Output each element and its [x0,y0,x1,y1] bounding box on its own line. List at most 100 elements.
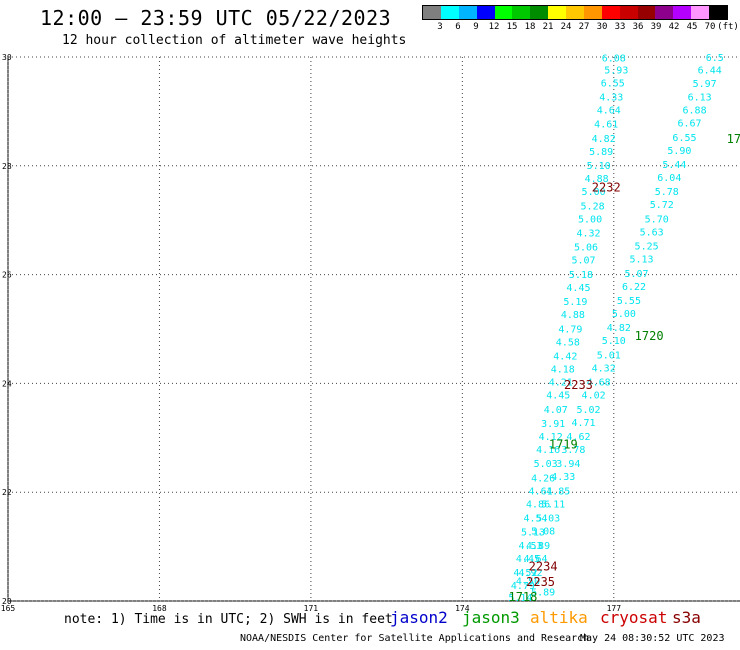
wave-height-label: 5.02 [577,405,601,416]
wave-height-label: 5.03 [536,514,560,525]
color-scale-label: 70 [704,22,716,32]
wave-height-label: 5.55 [617,296,641,307]
wave-height-label: 5.03 [534,459,558,470]
wave-height-label: 4.50 [516,577,540,588]
wave-height-label: 4.64 [597,106,621,117]
time-label: 2234 [529,560,558,574]
wave-height-label: 4.07 [544,405,568,416]
color-scale-cell [548,6,566,19]
wave-height-label: 5.70 [645,214,669,225]
wave-height-label: 4.21 [549,378,573,389]
time-label: 2233 [564,378,593,392]
wave-height-label: 4.88 [561,310,585,321]
footer-timestamp: May 24 08:30:52 UTC 2023 [580,633,725,644]
wave-height-label: 3.94 [556,459,580,470]
wave-height-label: 5.28 [581,201,605,212]
wave-height-label: 4.32 [592,363,616,374]
chart-subtitle: 12 hour collection of altimeter wave hei… [62,33,407,48]
color-scale-label: 30 [596,22,608,32]
wave-height-label: 6.55 [601,78,625,89]
color-scale-label: 45 [686,22,698,32]
wave-height-label: 5.00 [612,309,636,320]
wave-height-label: 5.00 [578,214,602,225]
color-scale-label: 6 [455,22,461,32]
color-scale-label: 39 [650,22,662,32]
color-scale-cell [691,6,709,19]
color-scale-label: 15 [506,22,518,32]
wave-height-label: 6.55 [672,133,696,144]
color-scale-label: 36 [632,22,644,32]
wave-height-label: 4.54 [523,514,547,525]
wave-height-label: 4.02 [582,391,606,402]
wave-height-label: 6.13 [688,93,712,104]
y-tick-label: 28 [2,162,12,171]
wave-height-label: 5.00 [582,187,606,198]
color-scale-label: 33 [614,22,626,32]
color-scale-label: (ft) [717,22,739,32]
wave-height-label: 5.14 [508,593,532,604]
wave-height-label: 4.12 [539,432,563,443]
y-tick-label: 30 [2,53,12,62]
wave-height-label: 4.33 [599,93,623,104]
color-scale-cell [476,6,495,19]
color-scale-cell [673,6,692,19]
legend-note: note: 1) Time is in UTC; 2) SWH is in fe… [64,612,393,627]
wave-height-label: 5.11 [541,499,565,510]
wave-height-label: 4.79 [511,581,535,592]
color-scale-cell [530,6,549,19]
x-tick-label: 165 [1,604,16,613]
wave-height-label: 5.07 [571,256,595,267]
wave-height-label: 5.78 [655,187,679,198]
color-scale-label: 27 [578,22,590,32]
x-tick-label: 171 [304,604,319,613]
wave-height-label: 4.64 [523,554,547,565]
wave-height-label: 5.01 [597,350,621,361]
color-scale-cell [619,6,638,19]
wave-height-label: 6.04 [657,173,681,184]
wave-height-label: 4.45 [516,554,540,565]
time-label: 172 [727,132,740,146]
wave-height-label: 5.13 [521,528,545,539]
legend-s3a: s3a [672,608,701,627]
wave-height-label: 6.08 [602,53,626,64]
y-tick-label: 26 [2,271,12,280]
wave-height-label: 4.16 [536,445,560,456]
color-scale-bar [422,5,728,20]
chart-title: 12:00 – 23:59 UTC 05/22/2023 [40,6,392,30]
color-scale-cell [709,6,727,19]
color-scale-label: 12 [488,22,500,32]
x-tick-label: 174 [455,604,470,613]
color-scale-cell [601,6,620,19]
wave-height-label: 6.5 [706,53,724,64]
wave-height-label: 4.79 [558,324,582,335]
wave-height-label: 5.06 [574,243,598,254]
wave-height-label: 5.44 [662,160,686,171]
x-tick-label: 168 [152,604,167,613]
wave-height-label: 5.18 [569,270,593,281]
wave-height-label: 4.45 [566,283,590,294]
color-scale-cell [566,6,584,19]
color-scale-label: 21 [542,22,554,32]
wave-height-label: 5.25 [635,242,659,253]
wave-height-label: 4.42 [553,351,577,362]
color-scale-label: 9 [473,22,479,32]
wave-height-label: 4.71 [571,418,595,429]
wave-height-label: 4.32 [577,229,601,240]
color-scale-cell [512,6,531,19]
color-scale-cell [637,6,656,19]
time-label: 1719 [549,438,578,452]
wave-height-label: 4.85 [546,486,570,497]
footer-source: NOAA/NESDIS Center for Satellite Applica… [240,633,590,644]
wave-height-label: 6.67 [677,119,701,130]
wave-height-label: 5.19 [563,297,587,308]
color-scale-cell [494,6,513,19]
wave-height-label: 5.89 [589,147,613,158]
color-scale-cell [583,6,602,19]
color-scale-label: 3 [437,22,443,32]
wave-height-label: 4.58 [556,337,580,348]
legend-jason2: jason2 [390,608,448,627]
wave-height-label: 4.82 [607,323,631,334]
color-scale-cell [423,6,441,19]
wave-height-label: 4.86 [526,499,550,510]
